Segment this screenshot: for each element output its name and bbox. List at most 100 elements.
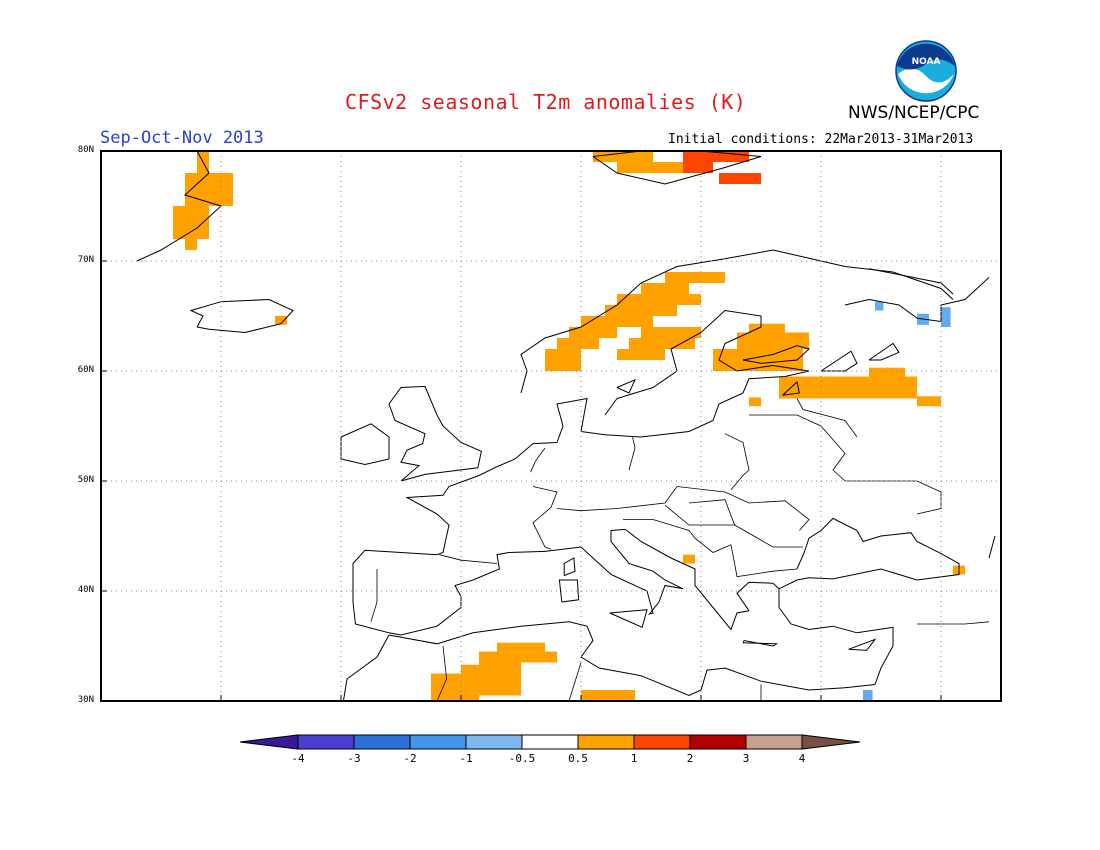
country-border [724, 433, 750, 491]
colorbar-box [409, 734, 467, 750]
gridlines [101, 151, 1001, 701]
colorbar-label: 1 [631, 752, 638, 765]
country-border [556, 486, 810, 531]
colorbar-box [465, 734, 523, 750]
anomaly-cell [569, 327, 617, 338]
anomaly-cell [497, 642, 545, 652]
colorbar-box [353, 734, 411, 750]
initial-conditions-label: Initial conditions: 22Mar2013-31Mar2013 [668, 132, 974, 147]
agency-label: NWS/NCEP/CPC [848, 103, 980, 123]
country-border [439, 554, 498, 564]
anomaly-cell [479, 651, 521, 696]
lake-outline [868, 342, 900, 361]
anomaly-cell [581, 316, 653, 327]
coastline [868, 268, 954, 295]
colorbar-label: 3 [743, 752, 750, 765]
lat-tick-label: 70N [77, 255, 94, 265]
coastline [778, 588, 894, 685]
colorbar-label: 0.5 [568, 752, 588, 765]
anomaly-cell [461, 664, 491, 674]
coastline [604, 309, 810, 416]
country-border [734, 524, 803, 548]
colorbar-label: -1 [459, 752, 472, 765]
lat-tick-label: 80N [77, 145, 94, 155]
anomaly-cell [185, 239, 197, 250]
anomaly-cell [869, 367, 905, 377]
coastline [988, 535, 996, 559]
anomaly-cell [941, 307, 951, 327]
lat-tick-label: 60N [77, 365, 94, 375]
noaa-logo-text: NOAA [912, 57, 941, 67]
country-border [568, 662, 582, 702]
season-label: Sep-Oct-Nov 2013 [100, 128, 264, 148]
anomaly-cell [917, 396, 941, 407]
coastline [563, 557, 576, 577]
colorbar-label: 4 [799, 752, 806, 765]
colorbar-label: 2 [687, 752, 694, 765]
anomaly-cell [617, 349, 665, 360]
coastlines [136, 150, 996, 702]
country-border [796, 398, 858, 438]
coastline [342, 634, 390, 702]
anomaly-cell [275, 316, 287, 325]
colorbar-label: -3 [347, 752, 360, 765]
coastline [405, 397, 588, 556]
anomaly-cell [899, 376, 917, 388]
coastline [189, 298, 294, 334]
anomaly-cell [641, 327, 701, 338]
colorbar-arrow-left [239, 734, 299, 750]
country-border [730, 544, 798, 578]
anomaly-cell [665, 272, 725, 283]
coastline [742, 639, 779, 647]
anomaly-cell [581, 690, 635, 701]
coastline [625, 529, 780, 631]
anomaly-cell [641, 283, 689, 294]
anomaly-cell [737, 332, 809, 349]
axis-ticks: 30W20W10W010E20E30E40E [100, 150, 942, 702]
anomaly-cell [713, 349, 803, 371]
anomaly-cell [617, 294, 701, 305]
anomaly-cell [863, 690, 873, 701]
anomaly-cell [557, 338, 599, 349]
colorbar-box [577, 734, 635, 750]
anomaly-cell [779, 376, 917, 399]
lat-tick-label: 50N [77, 475, 94, 485]
coastline [778, 517, 960, 590]
anomaly-cell [185, 173, 233, 206]
lake-outline [782, 381, 801, 396]
coastline [544, 528, 684, 616]
coastline [558, 579, 580, 603]
coastline [340, 423, 390, 466]
colorbar-arrow-right [801, 734, 861, 750]
country-border [370, 569, 378, 622]
coastline [609, 609, 648, 628]
map-panel: 30W20W10W010E20E30E40E [100, 150, 1002, 702]
anomaly-cell [617, 162, 683, 173]
map-title: CFSv2 seasonal T2m anomalies (K) [345, 90, 747, 114]
lat-tick-label: 30N [77, 695, 94, 705]
coastline [388, 385, 482, 482]
anomaly-cell [683, 162, 713, 173]
country-border [628, 436, 636, 471]
anomaly-cell [431, 673, 479, 701]
lake-outline [820, 350, 858, 372]
country-border [530, 447, 546, 473]
country-border [623, 519, 732, 553]
anomaly-cell [749, 397, 761, 407]
country-border [532, 486, 558, 550]
anomaly-cell [683, 554, 695, 564]
lake-outline [742, 345, 811, 364]
colorbar-box [745, 734, 803, 750]
country-border [436, 645, 448, 702]
anomaly-cells [173, 151, 965, 701]
anomaly-cell [719, 173, 761, 184]
lat-tick-label: 40N [77, 585, 94, 595]
colorbar-label: -0.5 [509, 752, 536, 765]
anomaly-cell [521, 651, 557, 663]
lake-outline [616, 378, 636, 394]
colorbar-box [689, 734, 747, 750]
colorbar-label: -4 [291, 752, 305, 765]
coastline [388, 621, 876, 697]
colorbar-box [297, 734, 355, 750]
country-border [917, 621, 990, 625]
